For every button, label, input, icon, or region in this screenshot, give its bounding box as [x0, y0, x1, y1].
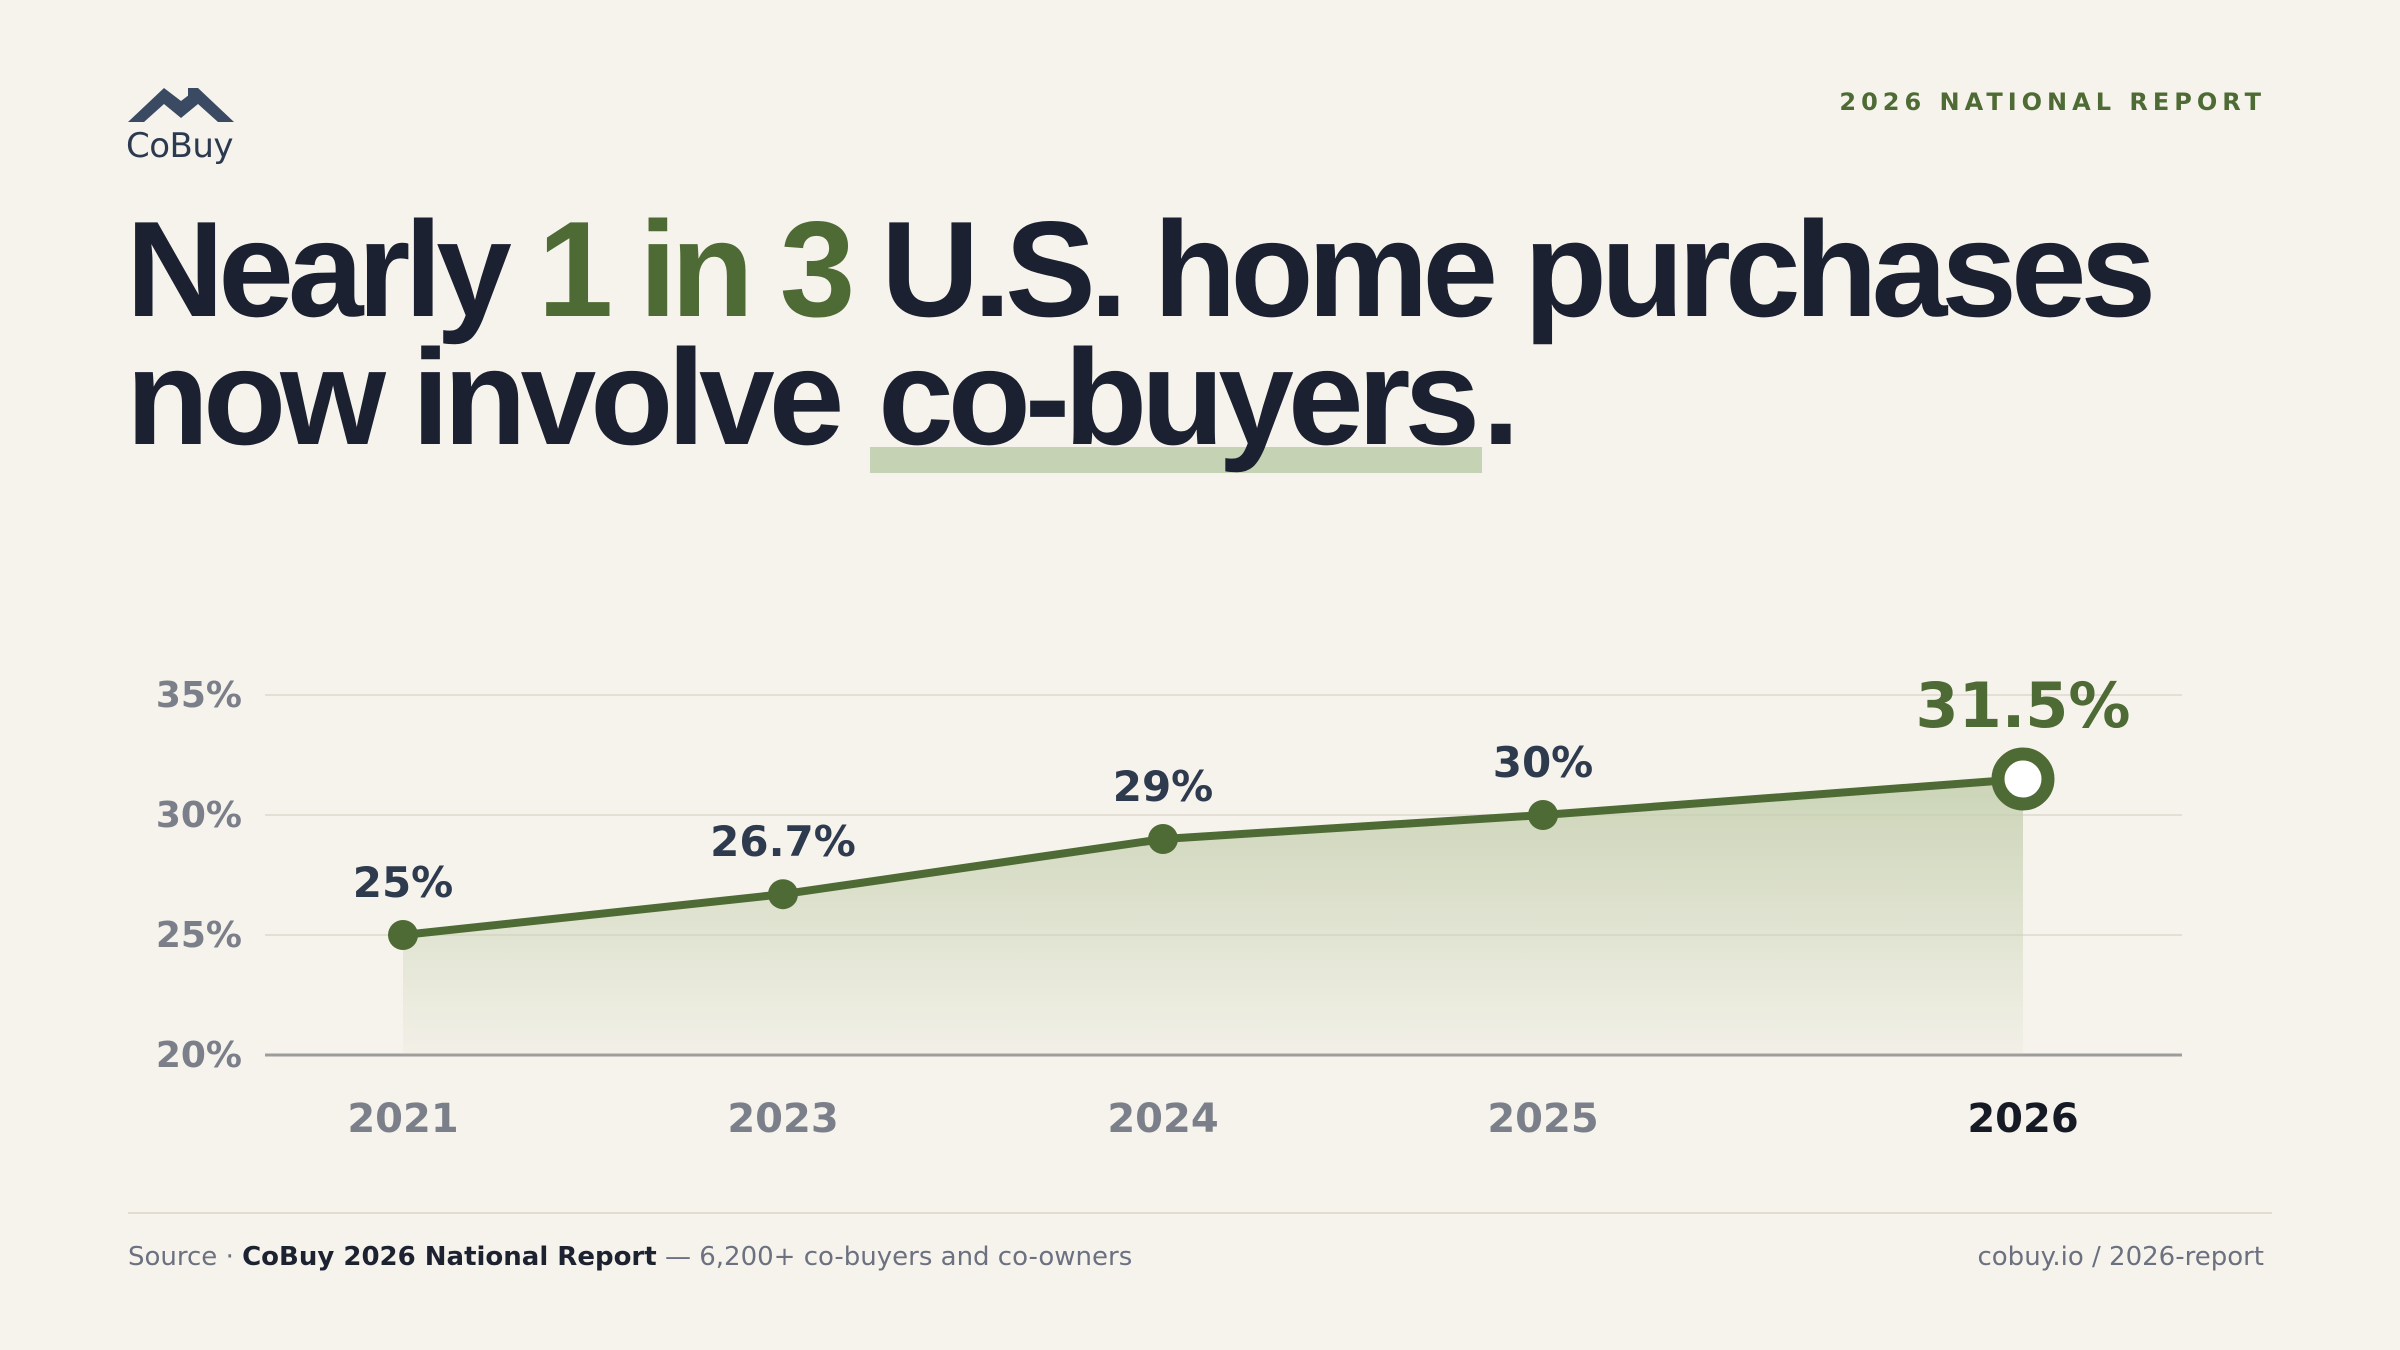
- data-label: 29%: [1113, 762, 1214, 811]
- footer-link[interactable]: cobuy.io / 2026-report: [1977, 1242, 2264, 1272]
- headline-highlight: co-buyers: [870, 321, 1483, 473]
- footer-source: Source · CoBuy 2026 National Report — 6,…: [128, 1242, 1132, 1272]
- data-point: [388, 920, 418, 950]
- data-point: [1148, 824, 1178, 854]
- x-tick-label: 2025: [1487, 1096, 1598, 1142]
- headline-accent: 1 in 3: [537, 193, 856, 345]
- x-tick-label: 2023: [727, 1096, 838, 1142]
- data-label: 25%: [353, 858, 454, 907]
- line-chart: 20%25%30%35% 25%202126.7%202329%202430%2…: [156, 669, 2182, 1142]
- data-label-highlight: 31.5%: [1915, 669, 2130, 742]
- data-point-highlight: [1991, 747, 2055, 811]
- y-tick-label: 25%: [156, 915, 242, 956]
- data-label: 26.7%: [710, 817, 856, 866]
- headline-part2: U.S. home purchases now involve: [126, 193, 2156, 473]
- y-tick-label: 35%: [156, 675, 242, 716]
- data-point: [768, 879, 798, 910]
- data-label: 30%: [1493, 738, 1594, 787]
- footer-divider: [128, 1212, 2272, 1214]
- area-fill: [403, 779, 2023, 1055]
- data-point: [1528, 800, 1558, 830]
- source-suffix: — 6,200+ co-buyers and co-owners: [656, 1242, 1133, 1272]
- headline-part1: Nearly: [126, 193, 538, 345]
- y-tick-label: 30%: [156, 795, 242, 836]
- area-layer: [403, 779, 2023, 1055]
- label-layer: 25% 2021 26.7% 2023 29% 2024 30% 2025 31.5% 2026: [347, 669, 2130, 1142]
- logo-text: CoBuy: [126, 126, 234, 166]
- house-roof-icon: [128, 88, 234, 122]
- headline-end: .: [1482, 321, 1520, 473]
- x-tick-label-highlight: 2026: [1967, 1096, 2078, 1142]
- report-tag: 2026 NATIONAL REPORT: [1839, 88, 2266, 116]
- brand-logo: CoBuy: [126, 84, 246, 166]
- headline: Nearly 1 in 3 U.S. home purchases now in…: [126, 201, 2276, 473]
- x-tick-label: 2024: [1107, 1096, 1218, 1142]
- source-prefix: Source ·: [128, 1242, 243, 1272]
- source-title: CoBuy 2026 National Report: [242, 1242, 657, 1272]
- x-tick-label: 2021: [347, 1096, 458, 1142]
- point-layer: [388, 747, 2055, 950]
- y-tick-label: 20%: [156, 1035, 242, 1076]
